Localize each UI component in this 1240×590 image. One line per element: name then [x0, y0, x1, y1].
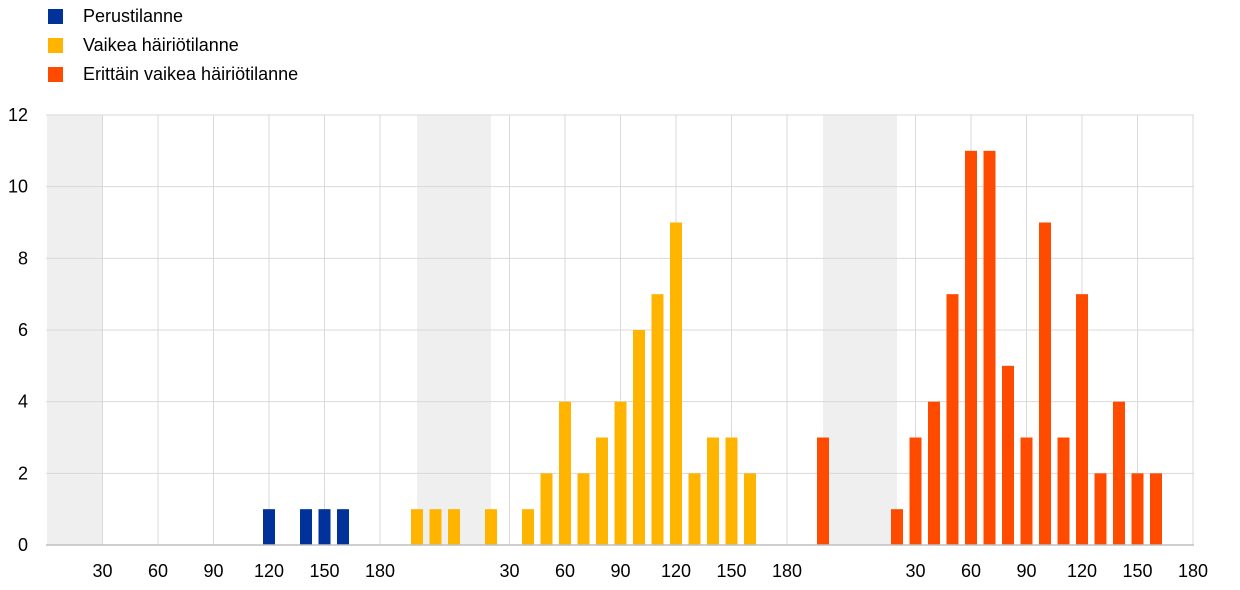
bar [1057, 437, 1070, 545]
bar [429, 509, 442, 545]
bar [1131, 473, 1144, 545]
x-tick-label: 150 [309, 561, 339, 581]
y-tick-label: 12 [8, 105, 28, 125]
bar [909, 437, 922, 545]
bar [1002, 365, 1014, 545]
x-tick-label: 120 [254, 561, 284, 581]
bar [891, 509, 903, 545]
bar [965, 150, 977, 546]
bar [1150, 473, 1162, 545]
bar [928, 401, 940, 545]
x-tick-label: 120 [1067, 561, 1097, 581]
bar [946, 294, 959, 545]
legend-label: Perustilanne [83, 6, 184, 26]
x-tick-label: 30 [92, 561, 112, 581]
y-tick-label: 10 [8, 177, 28, 197]
y-tick-label: 6 [18, 320, 28, 340]
x-tick-label: 60 [961, 561, 981, 581]
legend-swatch-erittain-vaikea [48, 67, 63, 82]
y-tick-label: 8 [18, 248, 28, 268]
bar [263, 509, 275, 545]
bar [817, 437, 829, 545]
x-tick-label: 90 [203, 561, 223, 581]
x-tick-label: 30 [905, 561, 925, 581]
y-tick-label: 4 [18, 392, 28, 412]
bar [651, 294, 664, 545]
bar [707, 437, 719, 545]
legend-item-perustilanne: Perustilanne [48, 2, 298, 31]
bar [688, 473, 701, 545]
x-tick-label: 120 [661, 561, 691, 581]
bar [522, 509, 534, 545]
legend-label: Erittäin vaikea häiriötilanne [83, 64, 299, 84]
x-tick-label: 90 [610, 561, 630, 581]
y-tick-label: 2 [18, 463, 28, 483]
bar [577, 473, 590, 545]
legend-item-vaikea: Vaikea häiriötilanne [48, 31, 298, 60]
bar [725, 437, 738, 545]
bar [744, 473, 756, 545]
bar [614, 401, 627, 545]
bar [448, 509, 460, 545]
x-tick-label: 90 [1016, 561, 1036, 581]
x-tick-label: 60 [555, 561, 575, 581]
x-tick-label: 180 [1178, 561, 1208, 581]
bar [1039, 222, 1051, 545]
x-tick-label: 180 [772, 561, 802, 581]
bar [983, 150, 996, 546]
bar [1094, 473, 1107, 545]
x-tick-label: 60 [148, 561, 168, 581]
bar [1076, 294, 1088, 545]
x-tick-label: 150 [716, 561, 746, 581]
bar [318, 509, 331, 545]
legend: Perustilanne Vaikea häiriötilanne Erittä… [48, 2, 298, 89]
x-tick-label: 180 [365, 561, 395, 581]
x-tick-label: 30 [499, 561, 519, 581]
bar [411, 509, 423, 545]
bar [1113, 401, 1125, 545]
y-tick-label: 0 [18, 535, 28, 555]
bar [337, 509, 349, 545]
bar [540, 473, 553, 545]
bar [559, 401, 571, 545]
bar [670, 222, 682, 545]
x-tick-label: 150 [1122, 561, 1152, 581]
bar [300, 509, 312, 545]
legend-item-erittain-vaikea: Erittäin vaikea häiriötilanne [48, 60, 298, 89]
legend-label: Vaikea häiriötilanne [83, 35, 239, 55]
bar [596, 437, 608, 545]
legend-swatch-perustilanne [48, 9, 63, 24]
legend-swatch-vaikea [48, 38, 63, 53]
bar [633, 330, 645, 545]
bar [1020, 437, 1033, 545]
bar [485, 509, 497, 545]
